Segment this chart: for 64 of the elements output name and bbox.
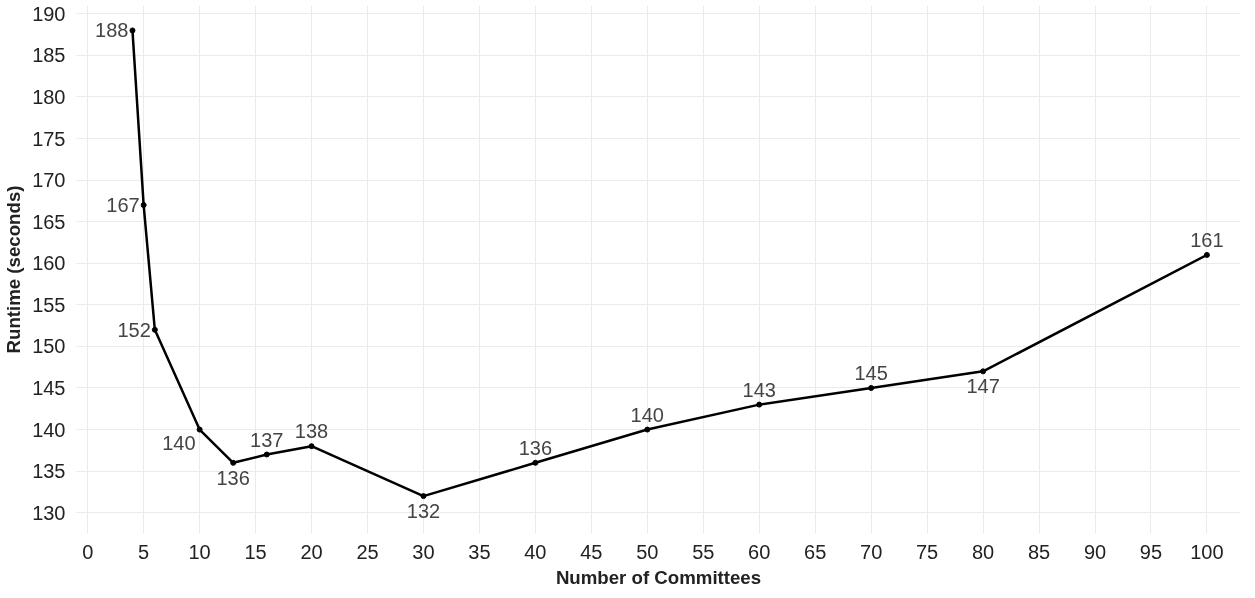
point [230,459,237,466]
point [140,202,147,209]
data-label: 140 [630,403,664,426]
data-label: 167 [106,194,140,217]
x-tick-label: 5 [138,540,150,563]
y-tick-label: 130 [32,501,66,524]
y-tick-label: 135 [32,460,66,483]
y-tick-label: 165 [32,210,66,233]
x-tick-label: 20 [300,540,323,563]
data-label: 143 [742,378,776,401]
data-label: 147 [966,375,1000,398]
x-tick-label: 15 [244,540,267,563]
data-label: 138 [294,420,329,443]
x-tick-label: 95 [1139,540,1163,563]
point [196,426,203,433]
x-tick-label: 80 [971,540,995,563]
x-tick-label: 35 [468,540,491,563]
data-label: 145 [854,361,888,384]
data-label: 152 [117,318,151,341]
x-tick-label: 70 [860,540,883,563]
x-tick-label: 30 [412,540,435,563]
x-tick-label: 65 [804,540,827,563]
x-tick-label: 85 [1027,540,1051,563]
data-label: 136 [518,436,553,459]
point [151,326,158,333]
x-tick-label: 40 [524,540,547,563]
y-tick-label: 155 [32,293,66,316]
point [129,27,136,34]
data-label: 161 [1190,228,1224,251]
point [532,459,539,466]
data-label: 188 [95,19,129,42]
data-label: 136 [216,466,250,489]
point [263,451,270,458]
point [644,426,651,433]
y-tick-label: 175 [32,127,66,150]
x-tick-label: 0 [82,540,94,563]
x-tick-label: 75 [915,540,939,563]
y-tick-label: 180 [32,85,66,108]
y-tick-label: 150 [32,335,66,358]
y-tick-label: 145 [32,376,66,399]
point [420,493,427,500]
data-label: 137 [250,428,284,451]
y-tick-label: 190 [32,2,66,25]
x-tick-label: 50 [636,540,659,563]
point [1203,251,1210,258]
data-label: 132 [406,500,441,523]
y-tick-label: 160 [32,252,66,275]
x-tick-label: 10 [188,540,211,563]
point [756,401,763,408]
data-label: 140 [162,431,196,454]
x-tick-label: 100 [1190,540,1224,563]
point [308,443,315,450]
x-axis-title: Number of Committees [555,566,762,588]
point [980,368,987,375]
x-tick-label: 25 [356,540,379,563]
point [868,384,875,391]
x-tick-label: 90 [1083,540,1107,563]
y-tick-label: 170 [32,169,66,192]
y-tick-label: 140 [32,418,66,441]
y-axis-title: Runtime (seconds) [3,185,25,354]
x-tick-label: 45 [580,540,603,563]
x-tick-label: 60 [748,540,771,563]
x-tick-label: 55 [692,540,715,563]
y-tick-label: 185 [32,44,66,67]
